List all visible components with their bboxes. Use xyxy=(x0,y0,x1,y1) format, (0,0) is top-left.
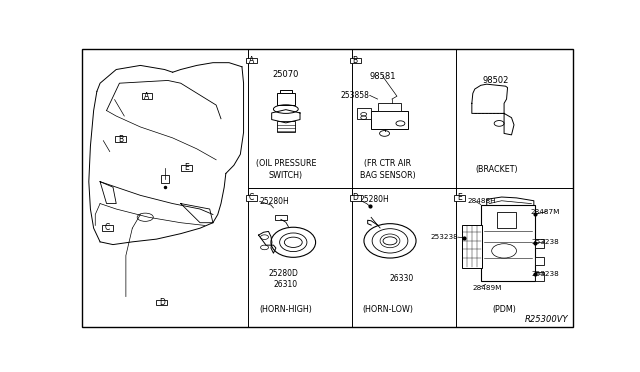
Text: D: D xyxy=(353,193,358,202)
Text: 253858: 253858 xyxy=(340,91,370,100)
Text: C: C xyxy=(105,224,110,232)
FancyBboxPatch shape xyxy=(378,103,401,110)
FancyBboxPatch shape xyxy=(83,49,573,327)
FancyBboxPatch shape xyxy=(277,93,295,105)
FancyBboxPatch shape xyxy=(481,205,535,281)
FancyBboxPatch shape xyxy=(350,195,361,201)
FancyBboxPatch shape xyxy=(115,136,126,142)
Text: 28487M: 28487M xyxy=(531,209,559,215)
Text: R25300VY: R25300VY xyxy=(525,315,568,324)
FancyBboxPatch shape xyxy=(462,225,482,268)
FancyBboxPatch shape xyxy=(371,110,408,129)
Text: A: A xyxy=(145,92,150,101)
FancyBboxPatch shape xyxy=(102,225,113,231)
Text: 26330: 26330 xyxy=(389,274,413,283)
Text: A: A xyxy=(248,56,253,65)
Text: (BRACKET): (BRACKET) xyxy=(476,165,518,174)
FancyBboxPatch shape xyxy=(350,58,361,63)
Text: (FR CTR AIR
BAG SENSOR): (FR CTR AIR BAG SENSOR) xyxy=(360,159,415,180)
Text: 25280H: 25280H xyxy=(359,195,389,204)
FancyBboxPatch shape xyxy=(141,93,152,99)
FancyBboxPatch shape xyxy=(497,212,516,228)
FancyBboxPatch shape xyxy=(246,195,257,201)
Text: 98502: 98502 xyxy=(483,76,509,85)
Text: E: E xyxy=(457,193,462,202)
Text: 98581: 98581 xyxy=(369,72,396,81)
Text: 25070: 25070 xyxy=(273,70,299,79)
FancyBboxPatch shape xyxy=(156,299,167,305)
Text: (HORN-LOW): (HORN-LOW) xyxy=(362,305,413,314)
Text: 28489M: 28489M xyxy=(473,285,502,291)
Text: 25280D: 25280D xyxy=(269,269,298,278)
FancyBboxPatch shape xyxy=(181,165,192,171)
Text: B: B xyxy=(118,135,124,144)
FancyBboxPatch shape xyxy=(357,108,371,119)
FancyBboxPatch shape xyxy=(535,272,544,281)
Text: (OIL PRESSURE
SWITCH): (OIL PRESSURE SWITCH) xyxy=(255,159,316,180)
FancyBboxPatch shape xyxy=(454,195,465,201)
Text: 25280H: 25280H xyxy=(260,197,289,206)
FancyBboxPatch shape xyxy=(246,58,257,63)
FancyBboxPatch shape xyxy=(535,240,544,248)
Text: 28488H: 28488H xyxy=(468,198,497,204)
Text: E: E xyxy=(184,163,189,172)
Text: C: C xyxy=(248,193,253,202)
Text: D: D xyxy=(159,298,164,307)
FancyBboxPatch shape xyxy=(535,257,544,265)
Text: 253238: 253238 xyxy=(430,234,458,240)
Text: 253238: 253238 xyxy=(532,239,559,245)
Text: (PDM): (PDM) xyxy=(492,305,516,314)
Text: 26310: 26310 xyxy=(274,280,298,289)
FancyBboxPatch shape xyxy=(275,215,287,220)
Text: B: B xyxy=(353,56,358,65)
Text: (HORN-HIGH): (HORN-HIGH) xyxy=(259,305,312,314)
FancyBboxPatch shape xyxy=(161,175,168,183)
Text: 253238: 253238 xyxy=(532,271,559,278)
FancyBboxPatch shape xyxy=(277,121,295,132)
